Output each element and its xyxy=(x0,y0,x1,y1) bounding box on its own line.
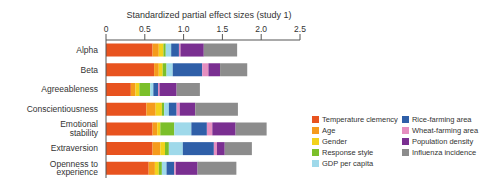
svg-text:Openness toexperience: Openness toexperience xyxy=(50,159,98,178)
svg-text:0: 0 xyxy=(104,24,109,34)
html-text:Standardized partial effect si: Standardized partial effect sizes (study… xyxy=(126,10,292,20)
html-text:Temperature clemency: Temperature clemency xyxy=(322,115,398,124)
html-text:Population density: Population density xyxy=(411,137,474,146)
svg-text:2.5: 2.5 xyxy=(294,24,306,34)
html-text:Rice-farming area: Rice-farming area xyxy=(411,115,472,124)
svg-text:Extraversion: Extraversion xyxy=(51,143,99,153)
svg-text:1.5: 1.5 xyxy=(216,24,228,34)
html-text:Response style: Response style xyxy=(322,148,374,157)
html-text:Influenza incidence: Influenza incidence xyxy=(411,148,477,157)
svg-text:0.5: 0.5 xyxy=(139,24,151,34)
html-text:Gender: Gender xyxy=(322,137,347,146)
html-text:Age: Age xyxy=(322,126,336,135)
svg-text:2.0: 2.0 xyxy=(255,24,267,34)
svg-text:Agreeableness: Agreeableness xyxy=(41,84,98,94)
svg-text:Alpha: Alpha xyxy=(76,45,98,55)
html-text:Wheat-farming area: Wheat-farming area xyxy=(411,126,479,135)
svg-text:1.0: 1.0 xyxy=(178,24,190,34)
html-text:GDP per capita: GDP per capita xyxy=(322,159,374,168)
svg-text:Beta: Beta xyxy=(81,65,99,75)
svg-text:Conscientiousness: Conscientiousness xyxy=(27,104,98,114)
svg-text:Emotionalstability: Emotionalstability xyxy=(60,119,99,137)
